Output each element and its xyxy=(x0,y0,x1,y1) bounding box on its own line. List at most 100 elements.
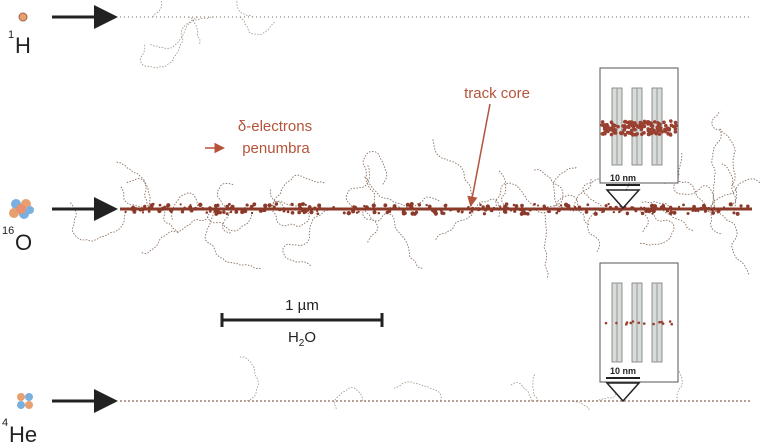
ionization-dot xyxy=(170,210,173,213)
inset-dot xyxy=(609,128,613,132)
ion-symbol: O xyxy=(15,230,32,255)
delta-electron xyxy=(712,111,736,209)
delta-electron xyxy=(283,209,334,267)
ionization-dot xyxy=(549,211,551,213)
delta-electron xyxy=(363,209,424,268)
ionization-dot xyxy=(594,212,598,216)
delta-electron xyxy=(120,185,145,209)
ionization-dot xyxy=(263,204,267,208)
delta-electron xyxy=(433,138,472,209)
delta-electron xyxy=(140,17,197,68)
ionization-dot xyxy=(461,211,464,214)
annotation: track core xyxy=(464,85,530,102)
ionization-dot xyxy=(682,203,685,206)
ionization-dot xyxy=(383,203,387,207)
inset-dot xyxy=(640,128,644,132)
ionization-dot xyxy=(560,204,562,206)
delta-electron xyxy=(712,209,750,275)
inset-dot xyxy=(674,127,678,131)
ionization-dot xyxy=(305,204,307,206)
inset-dot xyxy=(606,124,610,128)
ionization-dot xyxy=(425,204,427,206)
inset-dot xyxy=(647,129,651,133)
mass-number: 4 xyxy=(2,417,8,429)
ionization-dot xyxy=(275,202,278,205)
delta-electron xyxy=(346,164,370,209)
medium-label: H2O xyxy=(288,329,316,349)
inset-dot xyxy=(610,120,614,124)
inset-dot xyxy=(658,321,661,324)
inset-dot xyxy=(669,320,672,323)
inset-dot xyxy=(615,322,618,325)
ionization-dot xyxy=(406,203,410,207)
inset-dot xyxy=(647,133,651,137)
ionization-dot xyxy=(219,211,222,214)
ionization-dot xyxy=(673,211,677,215)
inset-dot xyxy=(632,125,636,129)
mass-number: 16 xyxy=(2,225,14,237)
inset-dot xyxy=(656,121,660,125)
ionization-dot xyxy=(444,204,447,207)
ionization-dot xyxy=(343,211,346,214)
ionization-dot xyxy=(291,211,295,215)
delta-electron xyxy=(115,161,149,209)
ionization-dot xyxy=(533,203,536,206)
delta-electron xyxy=(236,0,263,17)
ionization-dot xyxy=(520,204,524,208)
delta-electron xyxy=(70,201,125,241)
ionization-dot xyxy=(607,203,609,205)
inset-dot xyxy=(670,323,673,326)
inset-dot xyxy=(674,121,678,125)
delta-electron xyxy=(510,383,531,401)
delta-electron xyxy=(533,170,563,209)
ionization-dot xyxy=(402,211,406,215)
inset-dot xyxy=(632,320,635,323)
ionization-dot xyxy=(483,212,486,215)
inset-pointer xyxy=(607,190,639,208)
figure: 1 H 16 O 4 He δ-electrons penumbra track… xyxy=(0,0,760,448)
inset-dot xyxy=(613,124,617,128)
delta-electron xyxy=(587,209,601,253)
ionization-dot xyxy=(246,203,249,206)
ionization-dot xyxy=(317,204,321,208)
delta-electron xyxy=(533,373,539,401)
ionization-dot xyxy=(526,212,530,216)
ionization-dot xyxy=(358,211,360,213)
inset-dot xyxy=(649,122,653,126)
delta-electron xyxy=(639,209,674,245)
delta-electron xyxy=(708,209,722,234)
inset: 10 nm xyxy=(600,263,678,401)
annotation: penumbra xyxy=(242,140,310,157)
inset-dot xyxy=(636,125,640,129)
ionization-dot xyxy=(739,204,742,207)
inset-dot xyxy=(643,322,646,325)
ionization-dot xyxy=(198,203,202,207)
ionization-dot xyxy=(124,211,126,213)
ionization-dot xyxy=(372,203,376,207)
ionization-dot xyxy=(309,210,313,214)
delta-electron xyxy=(205,209,262,269)
ionization-dot xyxy=(166,205,169,208)
delta-electron xyxy=(188,17,200,45)
delta-electron xyxy=(240,17,276,35)
scale-bar xyxy=(222,313,382,327)
ionization-dot xyxy=(240,210,244,214)
ionization-dot xyxy=(180,203,182,205)
ionization-dot xyxy=(373,210,377,214)
ionization-dot xyxy=(669,210,673,214)
ionization-dot xyxy=(316,212,319,215)
ionization-dot xyxy=(687,212,690,215)
inset-dot xyxy=(643,121,647,125)
inset: 10 nm xyxy=(600,68,678,208)
ionization-dot xyxy=(564,203,568,207)
ionization-dot xyxy=(736,212,740,216)
proton-icon xyxy=(19,13,27,21)
ion-symbol: H xyxy=(15,33,31,58)
inset-dot xyxy=(669,119,673,123)
delta-electron xyxy=(663,181,707,209)
inset-dot xyxy=(638,321,641,324)
ionization-dot xyxy=(626,212,629,215)
inset-dot xyxy=(601,120,605,124)
delta-electron xyxy=(710,173,760,209)
inset-dot xyxy=(616,125,620,129)
